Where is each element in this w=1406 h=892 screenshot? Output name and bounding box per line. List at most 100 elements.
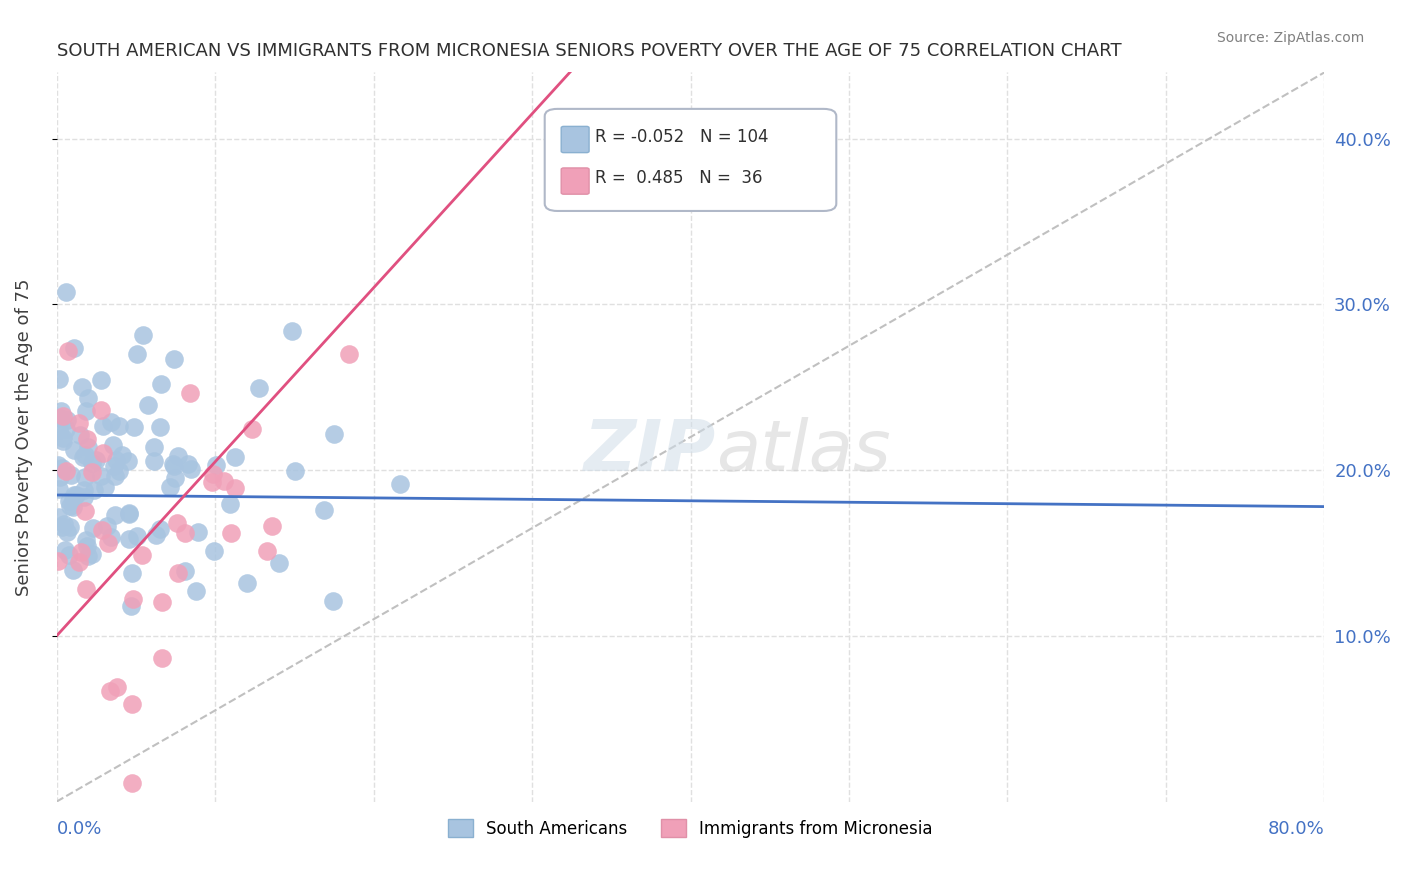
- South Americans: [322, 593, 344, 607]
- South Americans: [167, 450, 190, 464]
- Immigrants from Micronesia: [337, 347, 360, 361]
- South Americans: [145, 528, 167, 542]
- Immigrants from Micronesia: [121, 776, 143, 790]
- South Americans: [202, 544, 225, 558]
- Immigrants from Micronesia: [97, 536, 120, 550]
- South Americans: [83, 483, 105, 497]
- South Americans: [118, 533, 141, 547]
- South Americans: [218, 497, 240, 511]
- Text: R = -0.052   N = 104: R = -0.052 N = 104: [595, 128, 769, 145]
- South Americans: [76, 440, 98, 454]
- Immigrants from Micronesia: [98, 684, 121, 698]
- Immigrants from Micronesia: [212, 475, 235, 489]
- South Americans: [176, 457, 198, 471]
- South Americans: [76, 549, 98, 564]
- South Americans: [80, 547, 103, 561]
- South Americans: [149, 376, 172, 391]
- South Americans: [104, 508, 127, 522]
- South Americans: [107, 418, 129, 433]
- South Americans: [48, 372, 70, 386]
- South Americans: [73, 490, 96, 504]
- South Americans: [73, 483, 96, 497]
- Immigrants from Micronesia: [52, 409, 75, 423]
- Immigrants from Micronesia: [200, 475, 222, 489]
- South Americans: [52, 517, 75, 532]
- Immigrants from Micronesia: [167, 566, 190, 580]
- South Americans: [131, 327, 153, 342]
- South Americans: [59, 500, 82, 514]
- South Americans: [51, 519, 73, 533]
- Text: R =  0.485   N =  36: R = 0.485 N = 36: [595, 169, 763, 187]
- South Americans: [236, 575, 259, 590]
- South Americans: [59, 519, 82, 533]
- Immigrants from Micronesia: [219, 526, 242, 541]
- FancyBboxPatch shape: [561, 127, 589, 153]
- South Americans: [80, 456, 103, 470]
- South Americans: [120, 599, 142, 613]
- Immigrants from Micronesia: [69, 545, 91, 559]
- South Americans: [49, 411, 72, 425]
- South Americans: [389, 477, 412, 491]
- Immigrants from Micronesia: [166, 516, 188, 531]
- South Americans: [118, 507, 141, 521]
- Immigrants from Micronesia: [256, 544, 278, 558]
- South Americans: [159, 481, 181, 495]
- Immigrants from Micronesia: [75, 582, 97, 597]
- South Americans: [69, 428, 91, 442]
- South Americans: [53, 543, 76, 558]
- South Americans: [91, 419, 114, 434]
- South Americans: [224, 450, 246, 464]
- Immigrants from Micronesia: [91, 523, 114, 537]
- South Americans: [63, 342, 86, 356]
- Immigrants from Micronesia: [131, 548, 153, 562]
- South Americans: [75, 448, 97, 462]
- South Americans: [96, 519, 118, 533]
- South Americans: [63, 443, 86, 458]
- South Americans: [247, 381, 270, 395]
- Immigrants from Micronesia: [105, 680, 128, 694]
- South Americans: [100, 415, 122, 429]
- Immigrants from Micronesia: [240, 421, 263, 435]
- South Americans: [49, 470, 72, 484]
- South Americans: [174, 565, 197, 579]
- FancyBboxPatch shape: [544, 109, 837, 211]
- Text: atlas: atlas: [716, 417, 890, 486]
- South Americans: [51, 461, 73, 475]
- South Americans: [103, 458, 125, 473]
- South Americans: [62, 492, 84, 507]
- South Americans: [60, 467, 83, 482]
- South Americans: [111, 448, 134, 462]
- South Americans: [55, 524, 77, 539]
- South Americans: [267, 556, 290, 570]
- Immigrants from Micronesia: [179, 386, 201, 401]
- South Americans: [142, 454, 165, 468]
- South Americans: [284, 463, 307, 477]
- South Americans: [104, 453, 127, 467]
- South Americans: [118, 506, 141, 520]
- South Americans: [125, 346, 148, 360]
- Immigrants from Micronesia: [224, 481, 246, 495]
- Text: Source: ZipAtlas.com: Source: ZipAtlas.com: [1216, 31, 1364, 45]
- South Americans: [101, 438, 124, 452]
- South Americans: [82, 521, 104, 535]
- Immigrants from Micronesia: [67, 555, 90, 569]
- Immigrants from Micronesia: [262, 519, 284, 533]
- South Americans: [51, 404, 73, 418]
- South Americans: [149, 420, 172, 434]
- Immigrants from Micronesia: [122, 591, 145, 606]
- South Americans: [149, 522, 172, 536]
- South Americans: [52, 434, 75, 448]
- South Americans: [180, 462, 202, 476]
- Y-axis label: Seniors Poverty Over the Age of 75: Seniors Poverty Over the Age of 75: [15, 278, 32, 596]
- South Americans: [58, 548, 80, 562]
- FancyBboxPatch shape: [561, 168, 589, 194]
- South Americans: [58, 493, 80, 508]
- Immigrants from Micronesia: [73, 504, 96, 518]
- South Americans: [55, 422, 77, 436]
- South Americans: [323, 426, 346, 441]
- South Americans: [84, 453, 107, 467]
- South Americans: [163, 459, 186, 474]
- Immigrants from Micronesia: [58, 344, 80, 359]
- South Americans: [48, 483, 70, 497]
- South Americans: [125, 529, 148, 543]
